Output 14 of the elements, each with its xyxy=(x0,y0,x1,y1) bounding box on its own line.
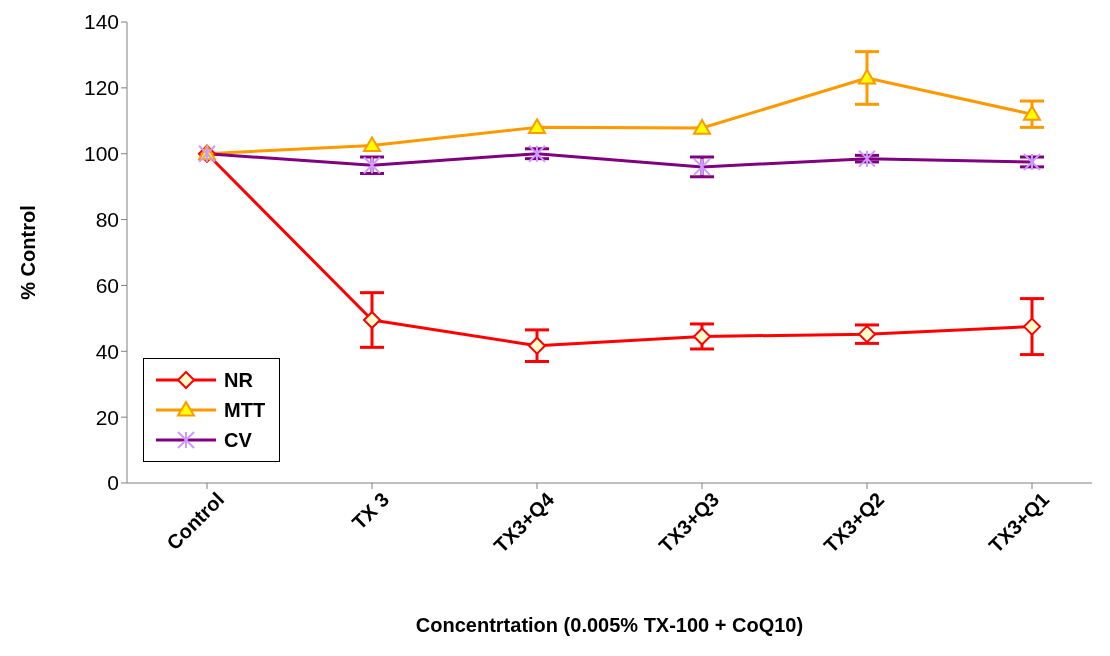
y-tick-label: 140 xyxy=(83,10,119,34)
legend-label: NR xyxy=(224,368,253,392)
y-axis-title: % Control xyxy=(17,205,40,300)
y-tick-label: 80 xyxy=(95,208,119,232)
y-tick-label: 100 xyxy=(83,142,119,166)
legend-label: MTT xyxy=(224,398,266,422)
y-tick-label: 0 xyxy=(107,471,119,495)
x-tick-label: TX 3 xyxy=(347,488,394,534)
y-tick-label: 120 xyxy=(83,76,119,100)
legend-label: CV xyxy=(224,428,252,452)
y-tick-label: 60 xyxy=(95,273,119,297)
x-axis-title: Concentrtation (0.005% TX-100 + CoQ10) xyxy=(415,614,804,636)
y-tick-label: 20 xyxy=(95,405,119,429)
y-tick-label: 40 xyxy=(95,339,119,363)
